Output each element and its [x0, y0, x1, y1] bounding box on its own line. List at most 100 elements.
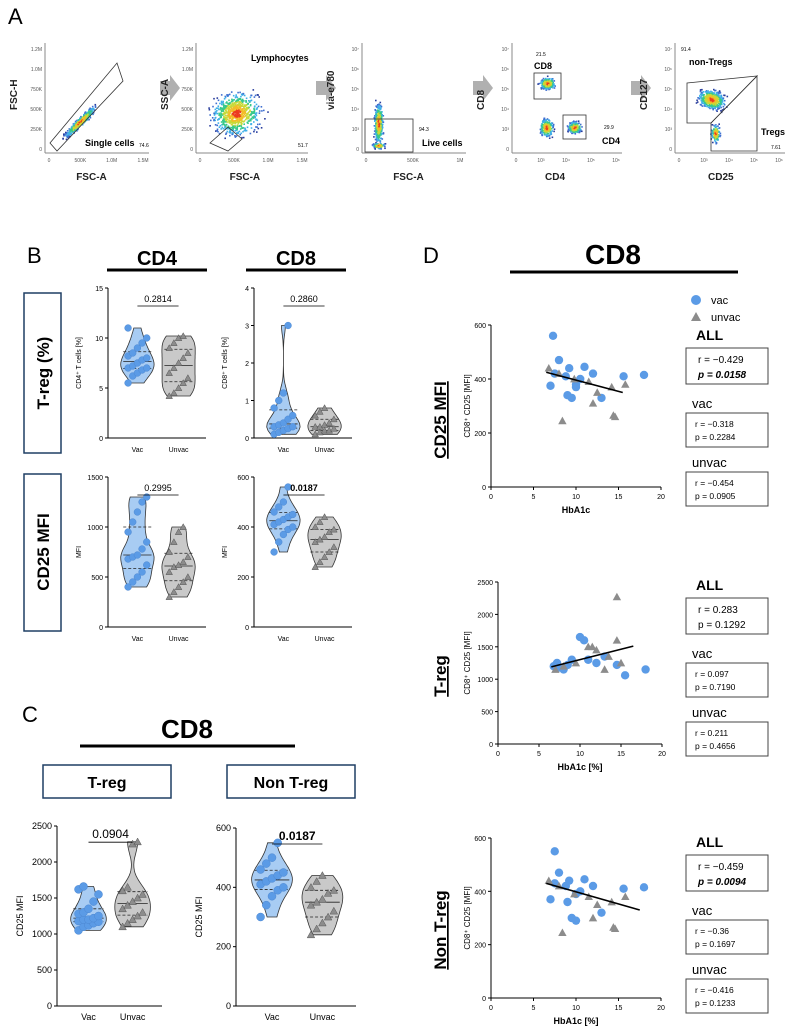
- density-dot: [550, 78, 553, 80]
- density-dot: [548, 135, 551, 137]
- y-tick-label: 10⁵: [501, 87, 509, 93]
- density-dot: [243, 104, 246, 106]
- unvac-data-point: [165, 369, 173, 376]
- density-dot: [235, 132, 238, 134]
- density-dot: [706, 98, 708, 101]
- unvac-data-point: [330, 424, 338, 432]
- density-dot: [67, 135, 69, 138]
- y-axis-label: CD8⁺ CD25 [MFI]: [463, 631, 472, 694]
- density-dot: [541, 134, 543, 137]
- vac-data-point: [129, 349, 137, 357]
- row-label-treg: T-reg (%): [34, 337, 53, 410]
- density-dot: [577, 120, 580, 122]
- density-dot: [240, 132, 242, 135]
- vac-data-point: [580, 875, 589, 884]
- density-dot: [214, 111, 217, 113]
- density-dot: [713, 88, 715, 91]
- unvac-data-point: [316, 407, 324, 415]
- density-dot: [229, 132, 232, 134]
- density-dot: [551, 130, 553, 132]
- stats-unvac-r: r = −0.454: [695, 478, 734, 488]
- density-dot: [702, 94, 705, 97]
- gating-plot-4: CD4 CD8 0 10³ 10⁴ 10⁵ 10⁶ 0 10³ 10⁴ 10⁵ 10⁶ 10⁷ CD8 21…: [476, 43, 622, 183]
- density-dot: [232, 125, 234, 128]
- density-dot: [548, 78, 551, 80]
- density-dot: [233, 111, 236, 113]
- subplot-title: T-reg: [87, 775, 126, 792]
- unvac-data-point: [184, 553, 192, 560]
- density-dot: [380, 130, 382, 133]
- density-dot: [245, 104, 247, 107]
- density-dot: [228, 114, 231, 116]
- vac-data-point: [592, 658, 601, 668]
- density-dot: [723, 102, 725, 105]
- x-tick-label: Vac: [265, 1012, 280, 1022]
- density-dot: [241, 101, 244, 104]
- density-dot: [232, 103, 234, 106]
- y-tick-label: 200: [237, 575, 249, 582]
- gate-percentage: 21.5: [536, 52, 546, 58]
- density-dot: [72, 130, 74, 132]
- x-tick-label: 0: [199, 158, 202, 164]
- density-dot: [545, 119, 548, 121]
- y-tick-label: 15: [95, 286, 103, 293]
- vac-data-point: [273, 838, 282, 848]
- density-dot: [227, 112, 229, 114]
- stats-vac-r: r = −0.318: [695, 419, 734, 429]
- density-dot: [240, 114, 242, 116]
- density-dot: [253, 108, 255, 111]
- density-dot: [718, 95, 720, 97]
- density-dot: [549, 126, 552, 129]
- density-dot: [221, 114, 223, 116]
- density-dot: [224, 105, 226, 107]
- section-c-title: CD8: [161, 714, 213, 744]
- density-dot: [245, 116, 248, 118]
- density-dot: [250, 113, 253, 115]
- density-dot: [218, 132, 221, 135]
- density-dot: [253, 109, 256, 112]
- density-dot: [82, 120, 85, 122]
- density-dot: [222, 102, 224, 104]
- unvac-data-point: [133, 837, 142, 846]
- density-dot: [232, 126, 235, 129]
- density-dot: [709, 105, 711, 108]
- density-dot: [74, 124, 77, 126]
- y-tick-label: 10⁶: [501, 67, 509, 73]
- density-dot: [384, 143, 387, 145]
- density-dot: [567, 130, 569, 133]
- density-dot: [252, 117, 255, 119]
- x-tick-label: 1.0M: [106, 158, 117, 164]
- density-dot: [718, 106, 720, 108]
- density-dot: [78, 121, 80, 124]
- density-dot: [581, 126, 583, 128]
- density-dot: [225, 125, 227, 127]
- density-dot: [716, 110, 718, 112]
- density-dot: [711, 101, 713, 104]
- density-dot: [543, 79, 545, 82]
- density-dot: [220, 102, 223, 104]
- subplot-title-frame: [226, 764, 356, 799]
- density-dot: [544, 79, 546, 81]
- density-dot: [545, 129, 547, 132]
- density-dot: [710, 105, 712, 107]
- density-dot: [704, 105, 707, 107]
- density-dot: [76, 126, 78, 128]
- density-dot: [543, 85, 546, 88]
- density-dot: [380, 137, 382, 140]
- x-axis-label: CD25: [708, 172, 734, 183]
- density-dot: [73, 124, 75, 126]
- unvac-data-point: [551, 665, 560, 673]
- vac-data-point: [267, 853, 277, 862]
- density-dot: [217, 130, 219, 133]
- density-dot: [702, 99, 705, 101]
- density-dot: [241, 136, 243, 139]
- density-dot: [549, 86, 551, 88]
- density-dot: [233, 105, 235, 107]
- density-dot: [375, 133, 377, 135]
- density-dot: [236, 99, 238, 101]
- y-tick-label: 0: [245, 625, 249, 632]
- vac-data-point: [124, 583, 132, 591]
- x-tick-label: Unvac: [315, 636, 335, 643]
- row-label: CD25 MFI: [431, 381, 450, 458]
- density-dot: [569, 122, 571, 124]
